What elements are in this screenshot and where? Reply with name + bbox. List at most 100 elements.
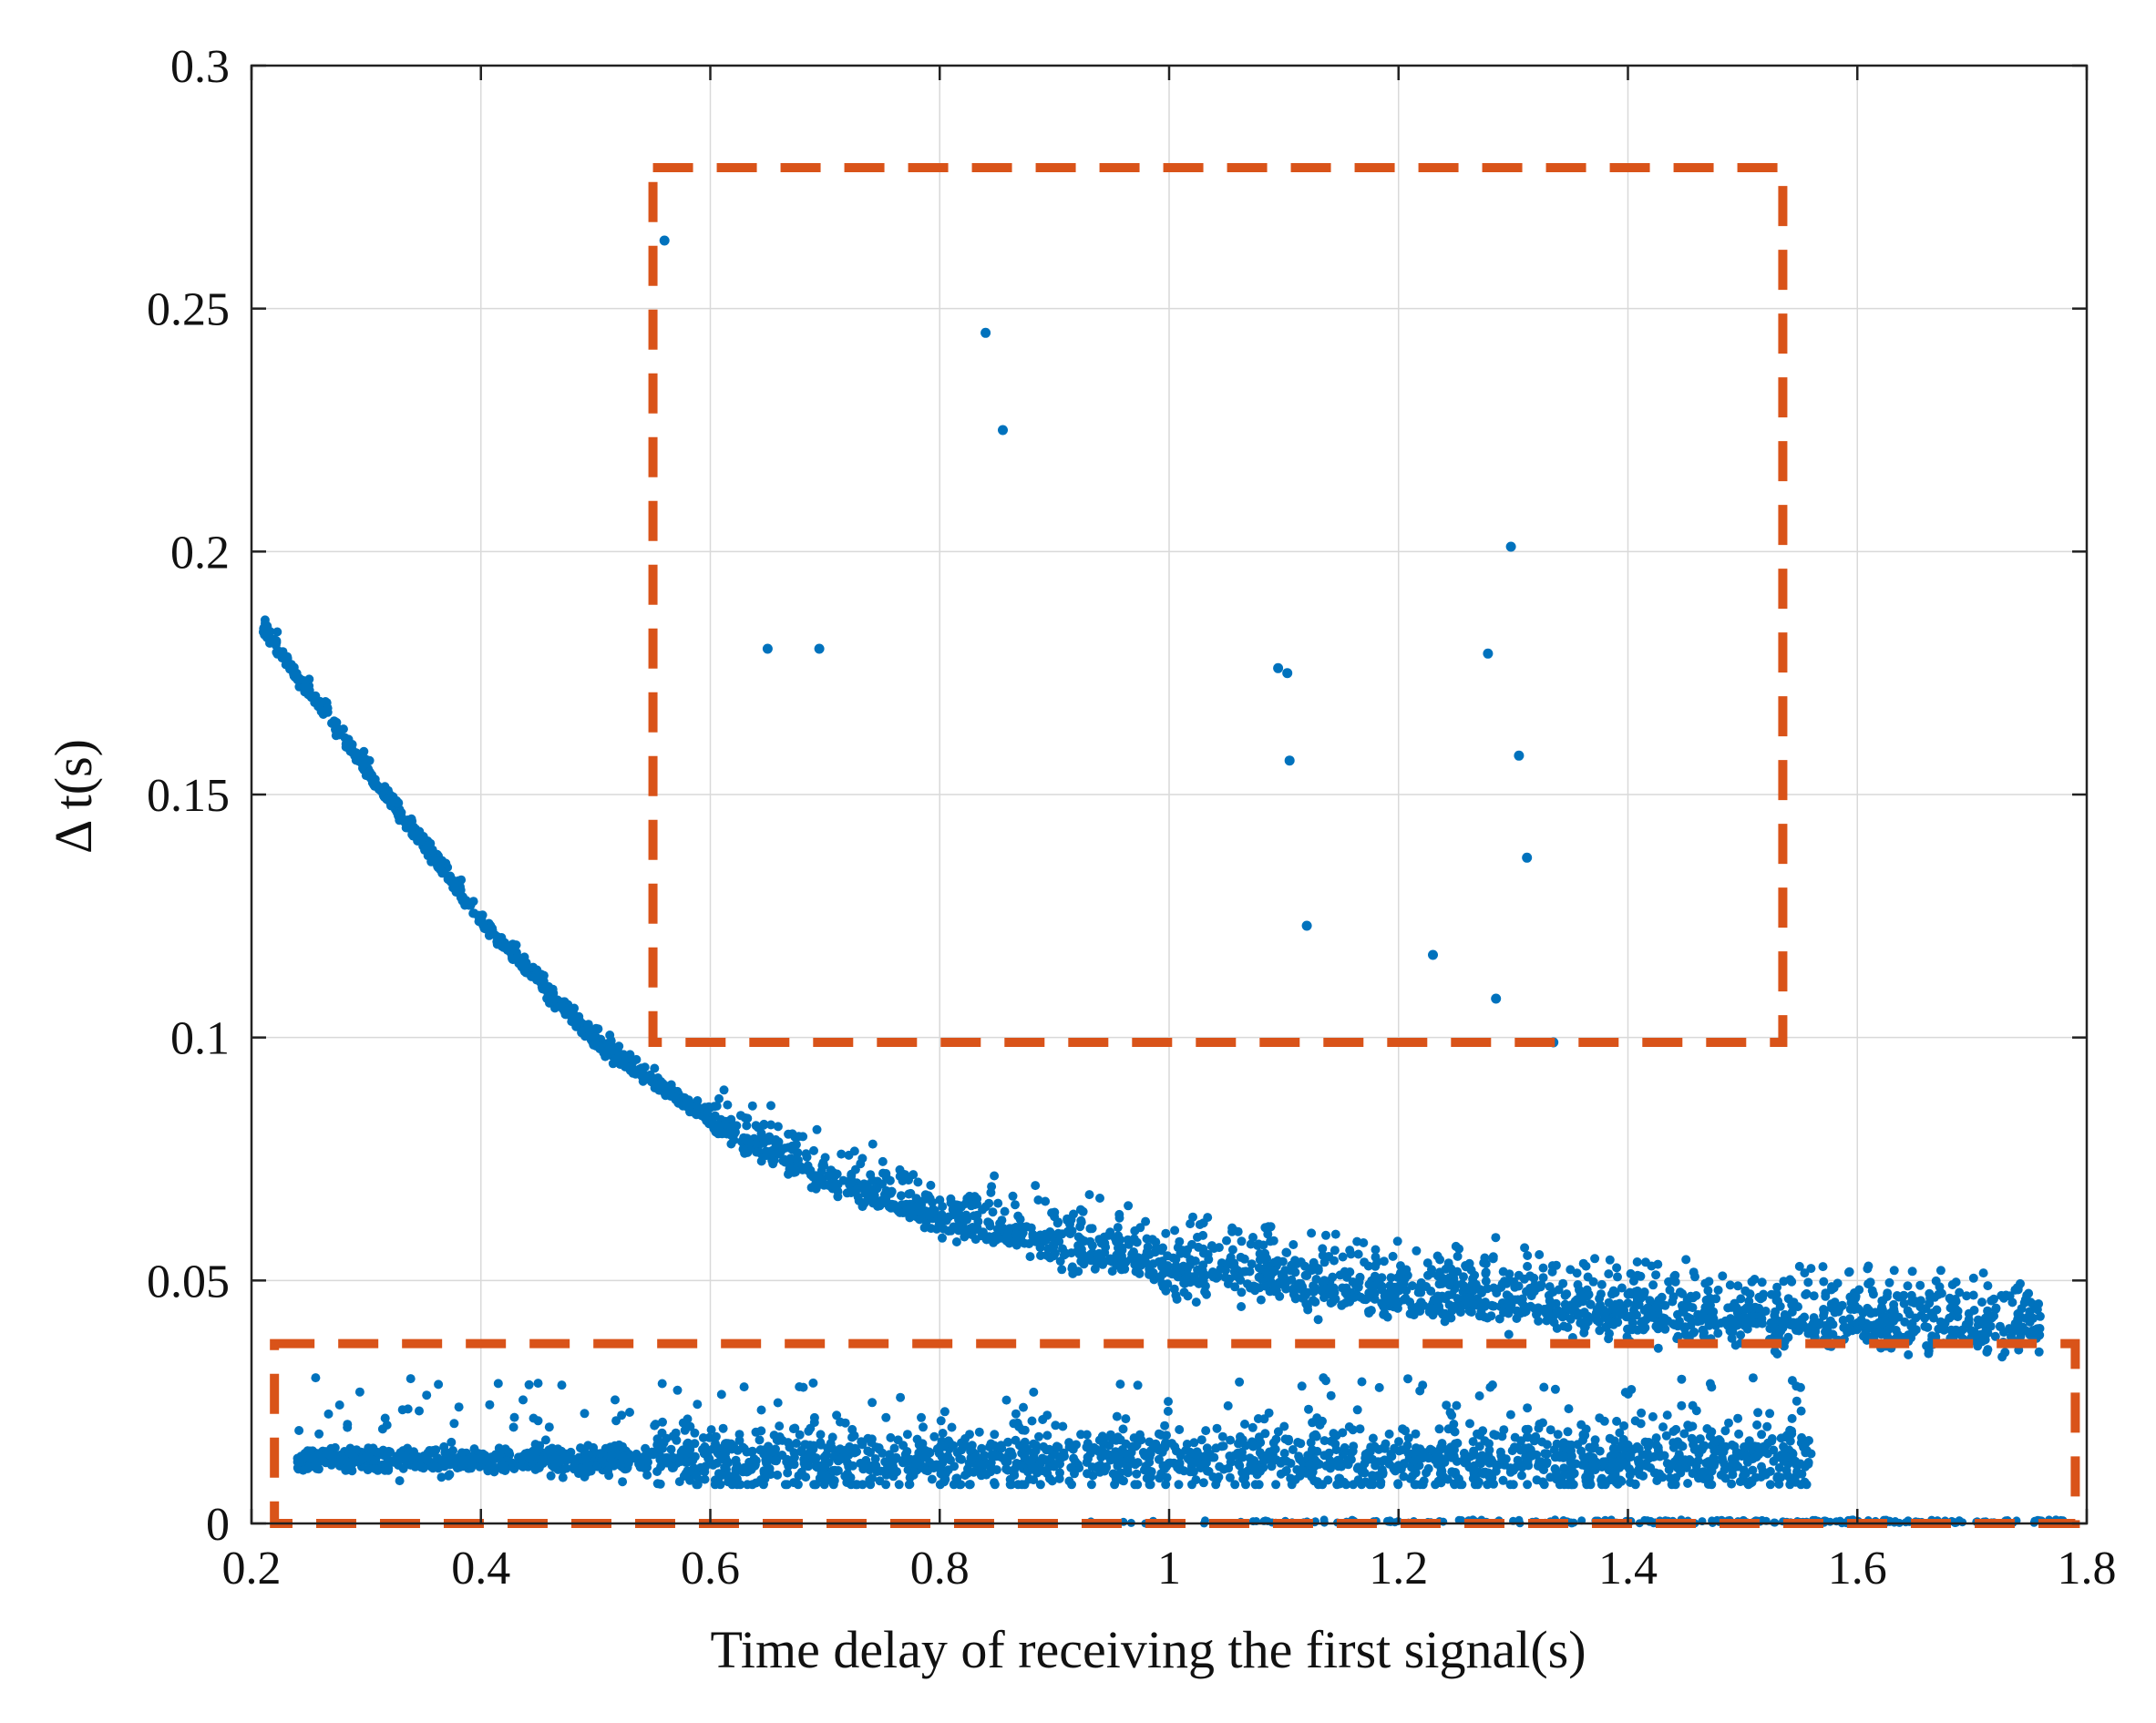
lower-band-point — [740, 1382, 749, 1391]
lower-band-point — [1683, 1479, 1692, 1488]
lower-band-point — [1391, 1466, 1400, 1475]
lower-band-point — [370, 1464, 379, 1473]
lower-band-point — [868, 1398, 877, 1407]
main-band-point — [1595, 1326, 1604, 1335]
main-band-point — [508, 955, 518, 964]
lower-band-point — [825, 1458, 834, 1467]
lower-band-point — [939, 1429, 948, 1438]
main-band-point — [601, 1047, 611, 1056]
main-band-point — [1714, 1286, 1723, 1295]
main-band-point — [950, 1223, 959, 1232]
lower-band-point — [1774, 1480, 1783, 1489]
main-band-point — [1606, 1256, 1615, 1265]
lower-band-point — [848, 1461, 857, 1471]
lower-band-point — [1802, 1446, 1812, 1455]
main-band-point — [1915, 1281, 1925, 1290]
main-band-point — [1952, 1277, 1961, 1287]
lower-band-point — [1303, 1451, 1312, 1460]
main-band-point — [1016, 1215, 1025, 1224]
main-band-point — [816, 1175, 825, 1185]
main-band-point — [1187, 1240, 1196, 1249]
lower-band-point — [607, 1451, 616, 1460]
lower-band-point — [822, 1450, 831, 1459]
main-band-point — [723, 1101, 732, 1110]
lower-band-point — [324, 1410, 334, 1419]
lower-band-point — [1295, 1455, 1304, 1464]
main-band-point — [1427, 1265, 1436, 1274]
lower-band-point — [716, 1480, 725, 1489]
lower-band-point — [1119, 1424, 1128, 1433]
lower-band-point — [936, 1480, 945, 1489]
main-band-point — [1477, 1288, 1486, 1297]
main-band-point — [1605, 1329, 1614, 1338]
lower-band-point — [1218, 1432, 1227, 1441]
lower-band-point — [1511, 1433, 1520, 1442]
lower-band-point — [690, 1429, 699, 1438]
main-band-point — [710, 1102, 719, 1111]
main-band-point — [1907, 1297, 1916, 1307]
lower-band-point — [1796, 1383, 1805, 1392]
lower-band-point — [719, 1424, 728, 1433]
main-band-point — [955, 1201, 964, 1210]
main-band-point — [1883, 1288, 1892, 1297]
lower-band-point — [1499, 1425, 1508, 1434]
lower-band-point — [422, 1390, 431, 1400]
lower-band-point — [1802, 1480, 1812, 1489]
main-band-point — [709, 1124, 718, 1133]
lower-band-point — [826, 1439, 836, 1448]
main-band-point — [1487, 1301, 1496, 1310]
main-band-point — [1324, 1252, 1333, 1261]
lower-band-point — [1763, 1439, 1772, 1448]
main-band-point — [270, 637, 279, 646]
main-band-point — [1969, 1291, 1978, 1300]
main-band-point — [574, 1014, 583, 1023]
main-band-point — [1946, 1304, 1956, 1313]
lower-band-point — [747, 1448, 756, 1457]
lower-band-point — [992, 1465, 1001, 1474]
main-band-point — [1640, 1287, 1649, 1297]
lower-band-point — [1358, 1378, 1367, 1387]
lower-band-point — [675, 1477, 684, 1486]
lower-band-point — [618, 1477, 627, 1486]
main-band-point — [1504, 1297, 1514, 1307]
lower-band-point — [965, 1459, 974, 1468]
main-band-point — [1292, 1259, 1301, 1268]
lower-band-point — [711, 1440, 720, 1449]
main-band-point — [1970, 1306, 1979, 1315]
lower-band-point — [1538, 1459, 1547, 1468]
main-band-point — [1112, 1250, 1121, 1259]
lower-band-point — [1304, 1405, 1313, 1414]
lower-band-point — [1050, 1461, 1059, 1471]
main-band-point — [785, 1154, 795, 1164]
main-band-point — [870, 1191, 879, 1200]
main-band-point — [1237, 1302, 1246, 1311]
main-band-point — [1689, 1293, 1698, 1302]
lower-band-point — [1235, 1378, 1244, 1387]
main-band-point — [2026, 1318, 2035, 1327]
main-band-point — [1360, 1257, 1369, 1267]
lower-band-point — [928, 1475, 937, 1484]
lower-band-point — [668, 1463, 677, 1472]
lower-band-point — [975, 1428, 984, 1437]
lower-band-point — [981, 1471, 991, 1480]
main-band-point — [590, 1040, 600, 1049]
main-band-point — [653, 1081, 662, 1090]
lower-band-point — [1065, 1442, 1074, 1451]
lower-band-point — [1287, 1459, 1296, 1468]
main-band-point — [1533, 1308, 1542, 1318]
main-band-point — [1453, 1252, 1463, 1261]
main-band-point — [1890, 1266, 1899, 1275]
lower-band-point — [1596, 1447, 1605, 1456]
main-band-point — [1853, 1325, 1862, 1334]
main-band-point — [1207, 1242, 1217, 1251]
lower-band-point — [948, 1423, 957, 1432]
main-band-point — [1864, 1306, 1874, 1315]
main-band-point — [1877, 1297, 1886, 1306]
main-band-point — [1009, 1192, 1018, 1201]
lower-band-point — [658, 1418, 667, 1427]
lower-band-point — [775, 1421, 784, 1431]
main-band-point — [1795, 1262, 1804, 1271]
main-band-point — [1671, 1277, 1680, 1287]
lower-band-point — [1567, 1480, 1576, 1489]
